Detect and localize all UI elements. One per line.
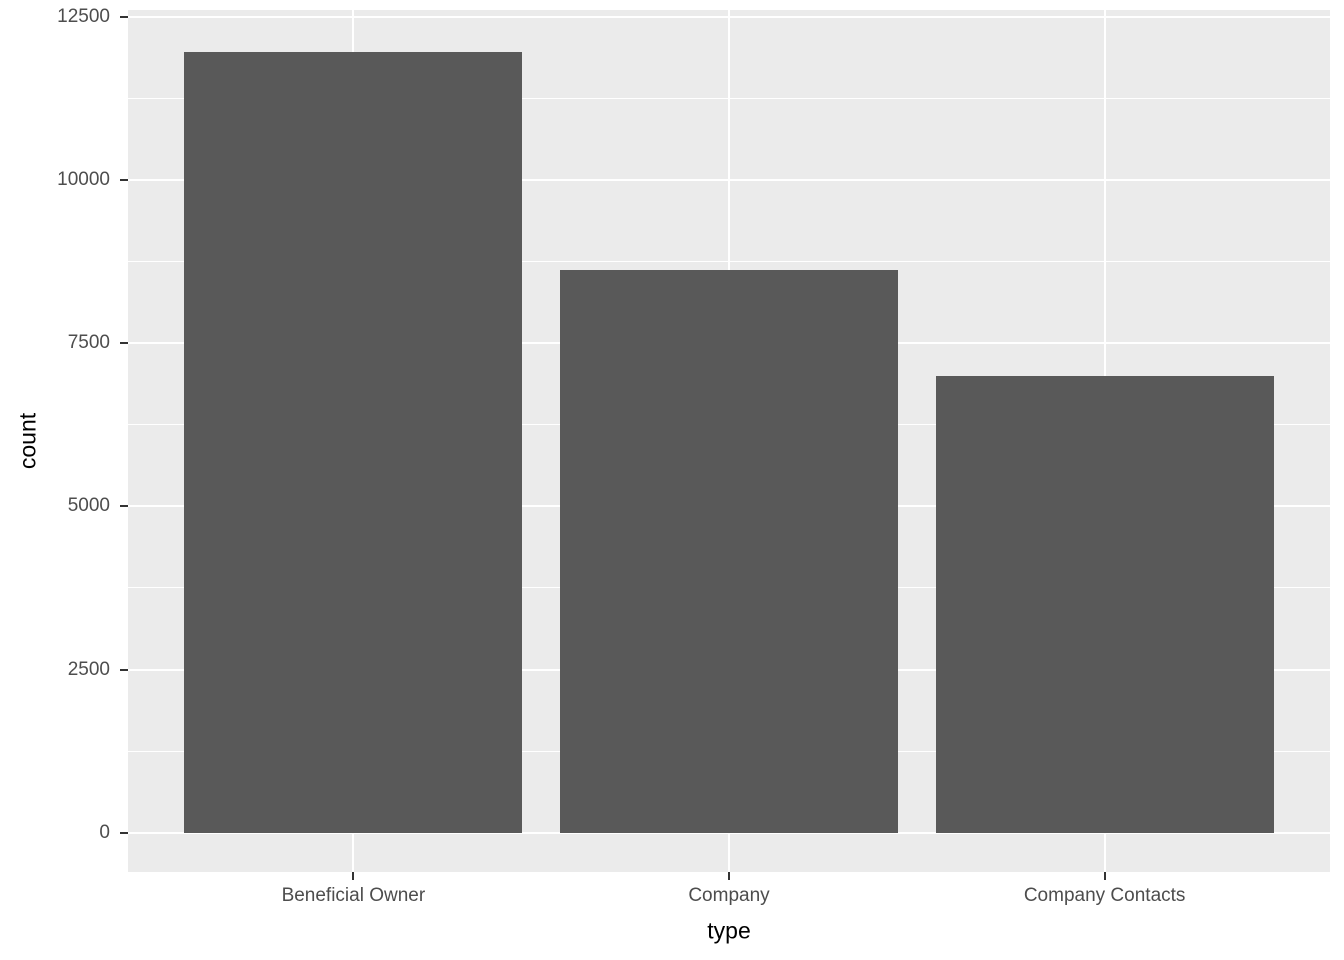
x-tick-mark — [352, 872, 355, 880]
y-tick-mark — [120, 505, 128, 508]
bar-beneficial-owner — [184, 52, 523, 833]
y-tick-label: 10000 — [57, 168, 110, 190]
x-tick-mark — [728, 872, 730, 880]
bar-company — [559, 269, 899, 833]
x-tick-mark — [1103, 872, 1106, 880]
x-axis-title: type — [707, 917, 751, 944]
y-axis-title: count — [14, 412, 41, 470]
y-tick-mark — [120, 668, 128, 671]
y-tick-label: 12500 — [57, 5, 110, 27]
y-tick-mark — [120, 178, 128, 181]
plot-panel — [128, 10, 1330, 872]
x-tick-label: Beneficial Owner — [281, 885, 426, 906]
y-tick-mark — [120, 15, 128, 18]
y-tick-label: 5000 — [67, 495, 110, 517]
y-tick-mark — [120, 831, 128, 834]
x-tick-label: Company Contacts — [1023, 885, 1186, 906]
y-tick-label: 7500 — [67, 332, 110, 354]
y-tick-label: 0 — [99, 821, 110, 843]
bar-company-contacts — [935, 375, 1274, 833]
y-tick-label: 2500 — [67, 658, 110, 680]
x-tick-label: Company — [688, 885, 770, 906]
y-tick-mark — [120, 342, 128, 345]
